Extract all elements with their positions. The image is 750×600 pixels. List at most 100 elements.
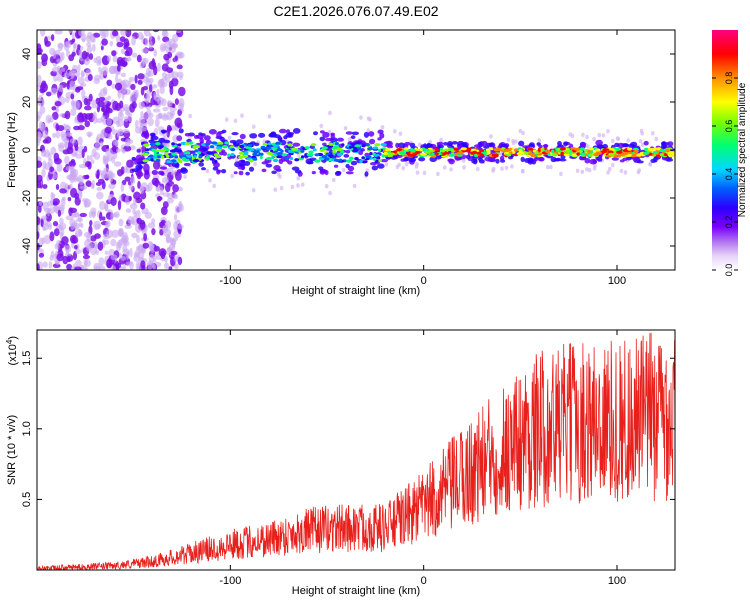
snr-panel: -100 0 100 0.5 1.0 1.5 Height of straight lin… — [5, 329, 676, 597]
band-halo — [542, 144, 549, 148]
band-halo — [245, 171, 250, 176]
noise-speck — [57, 42, 64, 49]
band-core — [142, 159, 149, 163]
band-core — [434, 152, 439, 156]
colorbar-tick-label: 0.4 — [724, 168, 734, 181]
fringe-speck — [183, 174, 187, 179]
noise-speck — [117, 200, 122, 211]
band-core — [643, 151, 650, 155]
band-core — [230, 148, 236, 152]
band-halo — [418, 157, 426, 162]
noise-speck — [79, 212, 88, 218]
band-core — [276, 155, 283, 159]
fringe-speck — [252, 124, 256, 129]
band-halo — [216, 169, 221, 175]
noise-speck — [153, 92, 157, 100]
noise-speck — [72, 100, 81, 111]
snr-xtick-label: 100 — [608, 575, 626, 587]
band-core — [192, 159, 200, 163]
noise-speck — [37, 242, 40, 251]
noise-speck — [101, 38, 108, 46]
noise-speck — [78, 30, 85, 37]
noise-speck — [120, 72, 127, 78]
band-core — [241, 154, 249, 158]
noise-speck — [52, 111, 59, 120]
noise-speck — [163, 262, 170, 270]
band-halo — [653, 156, 658, 163]
noise-speck — [37, 230, 40, 240]
noise-speck — [131, 232, 138, 239]
noise-speck — [58, 144, 65, 152]
noise-speck — [71, 64, 79, 73]
band-core — [551, 150, 555, 154]
noise-speck — [126, 56, 132, 62]
band-halo — [159, 166, 168, 170]
noise-speck — [42, 261, 48, 268]
band-halo — [518, 140, 525, 147]
band-core — [479, 149, 485, 153]
band-halo — [201, 167, 206, 171]
noise-speck — [54, 101, 62, 107]
fringe-speck — [276, 172, 281, 177]
noise-speck — [140, 260, 146, 269]
noise-speck — [38, 252, 45, 258]
spectrogram-axes: -100 0 100 -40 -20 0 20 40 — [21, 30, 675, 287]
band-core — [349, 156, 354, 160]
band-core — [518, 149, 523, 153]
noise-speck — [88, 93, 93, 102]
band-halo — [180, 168, 189, 174]
noise-speck — [105, 148, 113, 157]
noise-speck — [40, 30, 46, 37]
band-core — [184, 142, 190, 146]
band-halo — [319, 136, 326, 142]
band-halo — [222, 151, 227, 156]
band-core — [373, 157, 377, 161]
band-core — [198, 155, 203, 159]
band-halo — [345, 149, 351, 154]
band-core — [247, 143, 253, 147]
band-halo — [472, 156, 478, 161]
noise-speck — [86, 244, 91, 252]
noise-speck — [100, 171, 108, 179]
band-core — [188, 141, 194, 145]
noise-speck — [153, 245, 160, 252]
noise-speck — [37, 225, 40, 233]
fringe-speck — [188, 135, 192, 140]
noise-speck — [110, 254, 118, 261]
noise-speck — [169, 85, 174, 96]
noise-speck — [123, 116, 129, 122]
band-halo — [351, 131, 359, 136]
noise-speck — [172, 194, 179, 200]
noise-speck — [53, 228, 60, 237]
band-halo — [199, 137, 204, 144]
noise-speck — [42, 201, 49, 211]
band-core — [668, 151, 675, 155]
noise-speck — [125, 208, 132, 214]
noise-speck — [103, 155, 110, 164]
fringe-speck — [537, 138, 542, 143]
noise-speck — [71, 32, 76, 39]
band-halo — [203, 135, 211, 141]
noise-speck — [61, 196, 66, 202]
noise-speck — [46, 91, 52, 97]
noise-speck — [46, 207, 51, 217]
noise-speck — [107, 95, 112, 101]
noise-speck — [83, 198, 92, 207]
noise-speck — [96, 169, 100, 180]
noise-speck — [168, 44, 176, 54]
noise-speck — [157, 62, 161, 72]
band-halo — [248, 166, 255, 172]
noise-speck — [90, 159, 95, 165]
noise-speck — [111, 50, 117, 57]
band-core — [457, 151, 464, 155]
band-core — [306, 153, 314, 157]
noise-speck — [130, 176, 136, 185]
chart-title: C2E1.2026.076.07.49.E02 — [273, 3, 438, 19]
band-core — [588, 147, 596, 151]
snr-marks — [37, 332, 675, 570]
noise-speck — [91, 103, 99, 109]
spectrogram-xlabel: Height of straight line (km) — [292, 285, 420, 297]
band-halo — [637, 160, 644, 164]
noise-speck — [166, 128, 170, 138]
band-core — [367, 147, 373, 151]
